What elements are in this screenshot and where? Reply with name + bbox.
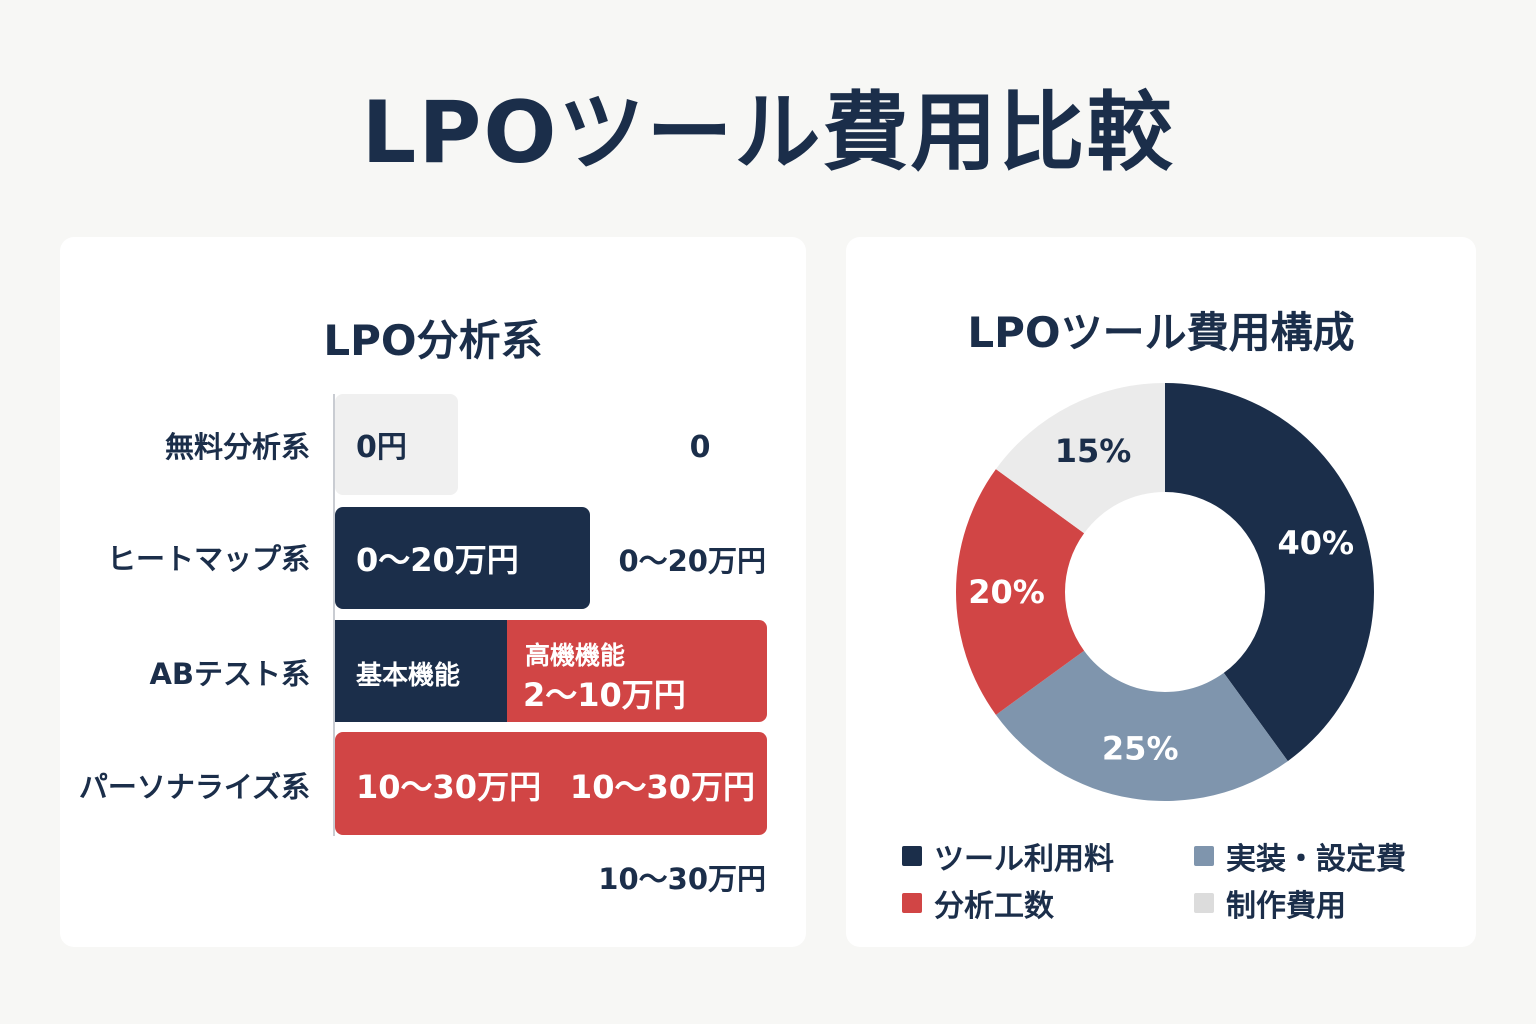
legend-label-implementation: 実装・設定費 — [1226, 842, 1406, 877]
legend-swatch-production — [1194, 893, 1214, 913]
legend-swatch-implementation — [1194, 846, 1214, 866]
row-label-personalize: パーソナライズ系 — [79, 770, 310, 804]
bar-abtest-advanced — [500, 620, 767, 722]
row-label-free: 無料分析系 — [165, 430, 310, 464]
page-title: LPOツール費用比較 — [361, 83, 1175, 183]
legend-item-analysis: 分析工数 — [902, 881, 1054, 925]
bar-personalize-value-2: 10〜30万円 — [570, 768, 755, 806]
donut-legend: ツール利用料 実装・設定費 分析工数 制作費用 — [902, 826, 1462, 926]
row-personalize-below-value: 10〜30万円 — [598, 862, 766, 896]
bar-personalize-value: 10〜30万円 — [356, 768, 541, 806]
donut-slice-implementation — [995, 650, 1288, 801]
donut-slice-analysis — [956, 469, 1085, 715]
donut-slice-production — [995, 383, 1165, 534]
bar-personalize — [335, 732, 767, 835]
legend-label-tool-fee: ツール利用料 — [934, 842, 1114, 877]
donut-label-implementation: 25% — [1102, 730, 1179, 768]
legend-item-production: 制作費用 — [1194, 881, 1346, 925]
row-free-right-value: 0 — [690, 430, 711, 465]
legend-item-tool-fee: ツール利用料 — [902, 834, 1114, 878]
cost-structure-panel-title: LPOツール費用構成 — [967, 308, 1355, 357]
bar-abtest-advanced-value: 2〜10万円 — [523, 676, 686, 714]
bar-abtest-basic-label: 基本機能 — [356, 660, 460, 691]
donut-slice-tool-fee — [1165, 383, 1374, 762]
legend-item-implementation: 実装・設定費 — [1194, 834, 1406, 878]
bar-heatmap-value: 0〜20万円 — [356, 541, 519, 579]
legend-swatch-analysis — [902, 893, 922, 913]
bar-abtest-advanced-label: 高機機能 — [525, 641, 625, 670]
donut-label-production: 15% — [1055, 432, 1132, 470]
legend-swatch-tool-fee — [902, 846, 922, 866]
donut-label-analysis: 20% — [968, 573, 1045, 611]
bar-abtest-basic — [335, 620, 507, 722]
legend-label-production: 制作費用 — [1226, 889, 1346, 924]
bar-heatmap — [335, 507, 590, 609]
bar-free — [335, 394, 458, 495]
legend-label-analysis: 分析工数 — [934, 889, 1054, 924]
bar-free-value: 0円 — [356, 430, 407, 465]
analysis-panel-title: LPO分析系 — [323, 316, 543, 365]
row-heatmap-right-value: 0〜20万円 — [618, 544, 766, 578]
row-label-heatmap: ヒートマップ系 — [107, 542, 310, 576]
donut-label-tool-fee: 40% — [1277, 524, 1354, 562]
row-label-abtest: ABテスト系 — [149, 657, 310, 691]
